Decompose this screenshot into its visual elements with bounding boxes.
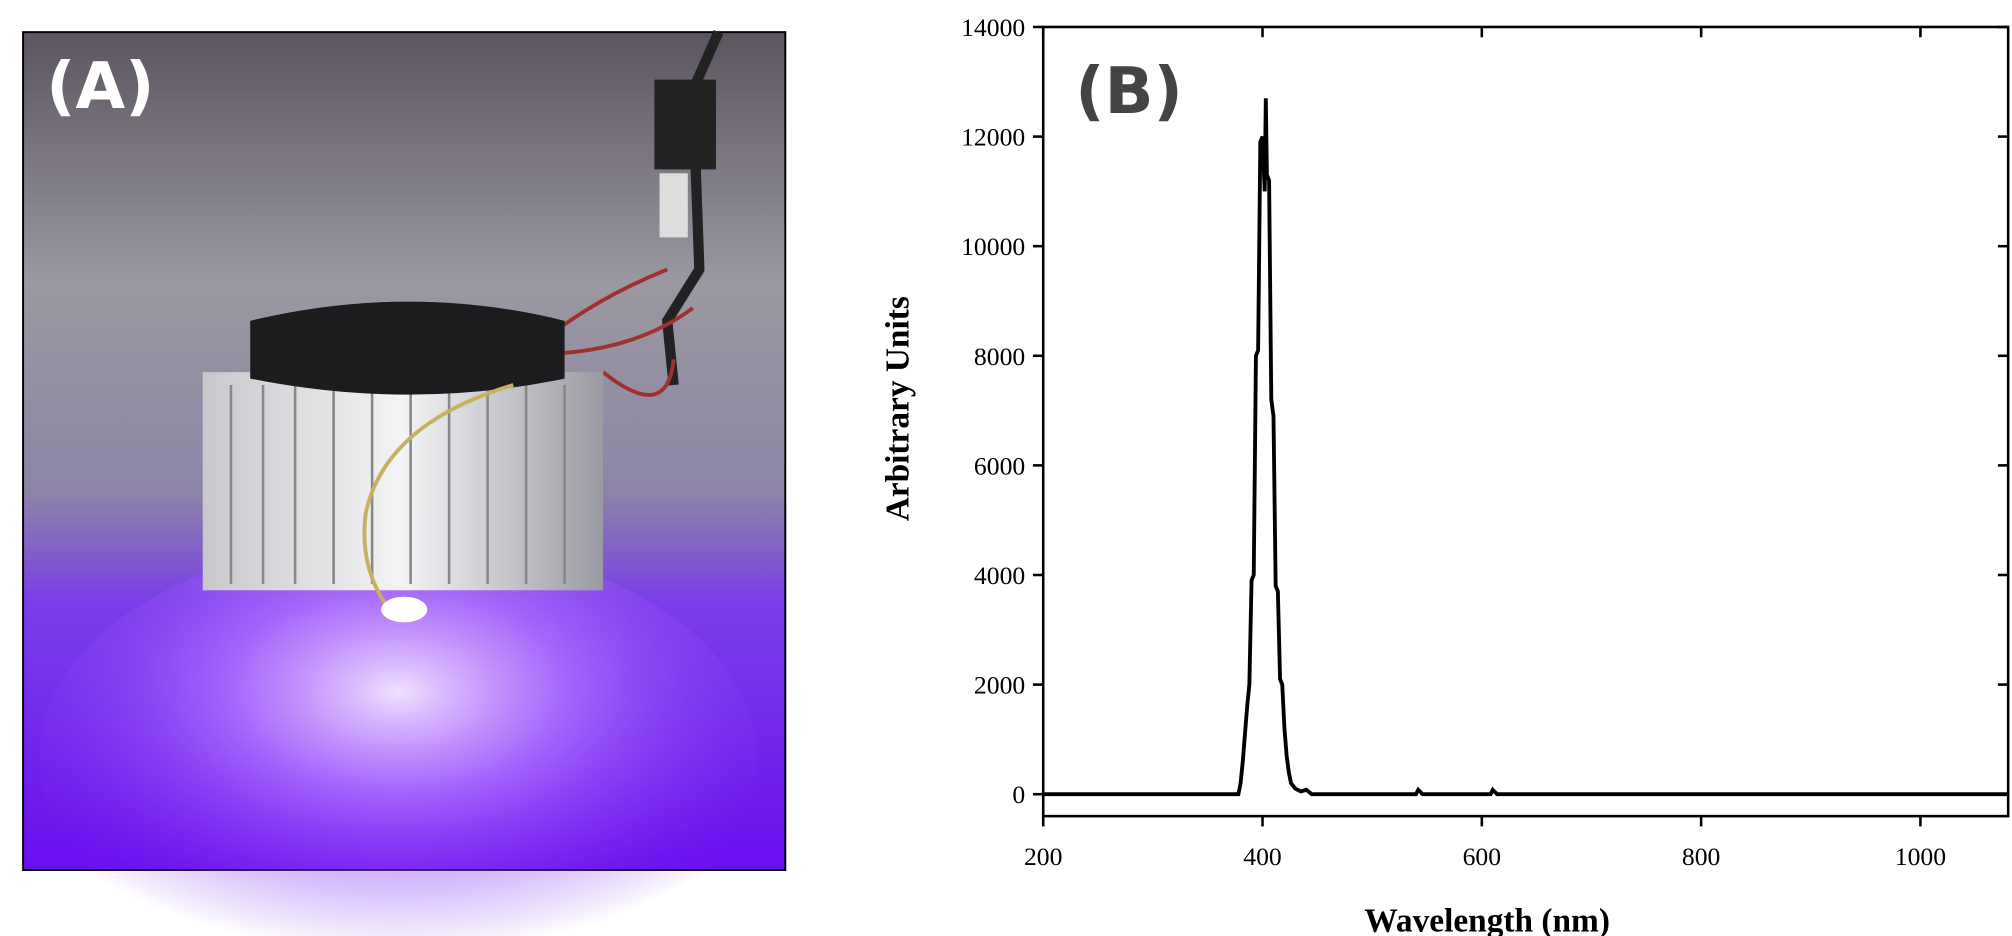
y-tick-label: 0 [1012, 780, 1025, 809]
y-tick-label: 4000 [974, 561, 1025, 590]
line-series [1043, 98, 2009, 797]
y-tick-label: 10000 [961, 232, 1025, 261]
x-axis-title: Wavelength (nm) [1364, 903, 1610, 936]
chart: 0 2000 4000 6000 8000 10000 12000 14000 200 400 60… [879, 13, 2010, 936]
plot-frame [1041, 25, 2010, 818]
x-tick-label: 200 [1024, 842, 1062, 871]
x-tick-label: 400 [1243, 842, 1281, 871]
y-tick-label: 14000 [961, 13, 1025, 42]
panel-label: (B) [1075, 54, 1183, 129]
y-tick-label: 6000 [974, 451, 1025, 480]
y-tick-label: 2000 [974, 671, 1025, 700]
y-tick-label: 8000 [974, 342, 1025, 371]
photo [22, 30, 787, 936]
y-tick-label: 12000 [961, 123, 1025, 152]
x-tick-label: 800 [1682, 842, 1720, 871]
x-tick-label: 600 [1463, 842, 1501, 871]
x-tick-label: 1000 [1895, 842, 1946, 871]
panel-label: (A) [46, 49, 154, 124]
y-axis-title: Arbitrary Units [879, 296, 916, 521]
